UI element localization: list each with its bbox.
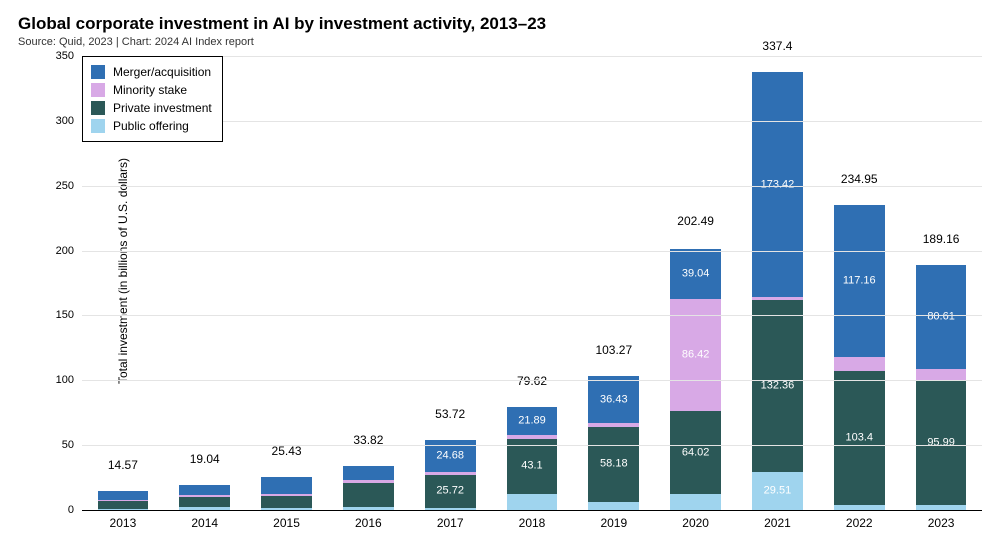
segment-minority — [179, 495, 230, 497]
bar-2021: 29.51132.36173.42337.4 — [752, 56, 803, 510]
gridline — [82, 445, 982, 446]
bar-total-label: 33.82 — [343, 434, 394, 450]
segment-private — [179, 497, 230, 507]
x-tick-label: 2015 — [257, 516, 317, 530]
bar-2015: 25.43 — [261, 56, 312, 510]
legend-label-private: Private investment — [113, 99, 212, 117]
legend-swatch-private — [91, 101, 105, 115]
segment-minority — [343, 480, 394, 483]
chart-subtitle: Source: Quid, 2023 | Chart: 2024 AI Inde… — [18, 36, 982, 48]
legend-swatch-public — [91, 119, 105, 133]
gridline — [82, 380, 982, 381]
legend-item-public: Public offering — [91, 117, 212, 135]
bar-total-label: 234.95 — [834, 173, 885, 189]
bar-2017: 25.7224.6853.72 — [425, 56, 476, 510]
segment-private — [425, 475, 476, 508]
segment-private — [588, 427, 639, 502]
segment-private — [670, 411, 721, 494]
segment-private — [916, 380, 967, 505]
y-tick-label: 250 — [42, 180, 74, 192]
legend: Merger/acquisitionMinority stakePrivate … — [82, 56, 223, 142]
bar-2022: 103.4117.16234.95 — [834, 56, 885, 510]
x-tick-label: 2021 — [747, 516, 807, 530]
segment-minority — [752, 297, 803, 300]
segment-private — [261, 496, 312, 508]
segment-merger — [261, 477, 312, 494]
x-tick-label: 2019 — [584, 516, 644, 530]
segment-merger — [670, 249, 721, 300]
bar-total-label: 53.72 — [425, 408, 476, 424]
segment-merger — [343, 466, 394, 480]
x-tick-label: 2016 — [338, 516, 398, 530]
y-tick-label: 150 — [42, 309, 74, 321]
segment-minority — [916, 369, 967, 380]
segment-minority — [261, 494, 312, 497]
bar-total-label: 103.27 — [588, 344, 639, 360]
segment-minority — [834, 357, 885, 370]
bar-2020: 64.0286.4239.04202.49 — [670, 56, 721, 510]
gridline — [82, 315, 982, 316]
x-tick-label: 2020 — [666, 516, 726, 530]
y-tick-label: 350 — [42, 50, 74, 62]
segment-minority — [507, 435, 558, 438]
x-tick-label: 2023 — [911, 516, 971, 530]
bar-total-label: 79.62 — [507, 375, 558, 391]
segment-merger — [98, 491, 149, 500]
x-tick-label: 2014 — [175, 516, 235, 530]
x-tick-label: 2017 — [420, 516, 480, 530]
segment-public — [588, 502, 639, 510]
legend-item-minority: Minority stake — [91, 81, 212, 99]
y-tick-label: 200 — [42, 245, 74, 257]
bar-2016: 33.82 — [343, 56, 394, 510]
gridline — [82, 251, 982, 252]
bar-total-label: 19.04 — [179, 453, 230, 469]
segment-merger — [834, 205, 885, 357]
segment-minority — [98, 500, 149, 501]
segment-merger — [588, 376, 639, 423]
bar-total-label: 189.16 — [916, 233, 967, 249]
segment-minority — [425, 472, 476, 474]
legend-label-minority: Minority stake — [113, 81, 187, 99]
bar-total-label: 25.43 — [261, 445, 312, 461]
legend-label-public: Public offering — [113, 117, 189, 135]
x-tick-label: 2022 — [829, 516, 889, 530]
y-tick-label: 300 — [42, 115, 74, 127]
segment-merger — [916, 265, 967, 370]
x-tick-label: 2018 — [502, 516, 562, 530]
bar-total-label: 337.4 — [752, 40, 803, 56]
legend-item-private: Private investment — [91, 99, 212, 117]
gridline — [82, 186, 982, 187]
gridline — [82, 510, 982, 511]
bar-total-label: 202.49 — [670, 215, 721, 231]
x-tick-label: 2013 — [93, 516, 153, 530]
legend-swatch-minority — [91, 83, 105, 97]
segment-merger — [179, 485, 230, 495]
segment-private — [343, 483, 394, 507]
segment-public — [670, 494, 721, 510]
bar-2023: 95.9980.61189.16 — [916, 56, 967, 510]
segment-merger — [507, 407, 558, 435]
bar-total-label: 14.57 — [98, 459, 149, 475]
y-tick-label: 0 — [42, 504, 74, 516]
legend-label-merger: Merger/acquisition — [113, 63, 211, 81]
legend-item-merger: Merger/acquisition — [91, 63, 212, 81]
segment-minority — [588, 423, 639, 426]
segment-public — [752, 472, 803, 510]
legend-swatch-merger — [91, 65, 105, 79]
y-tick-label: 50 — [42, 439, 74, 451]
y-tick-label: 100 — [42, 374, 74, 386]
chart-container: Global corporate investment in AI by inv… — [0, 0, 1000, 542]
bar-2019: 58.1836.43103.27 — [588, 56, 639, 510]
segment-public — [507, 494, 558, 510]
segment-private — [507, 439, 558, 495]
segment-private — [834, 371, 885, 505]
plot-area: Merger/acquisitionMinority stakePrivate … — [82, 56, 982, 510]
segment-private — [98, 501, 149, 508]
bar-2018: 43.121.8979.62 — [507, 56, 558, 510]
chart-title: Global corporate investment in AI by inv… — [18, 14, 982, 34]
